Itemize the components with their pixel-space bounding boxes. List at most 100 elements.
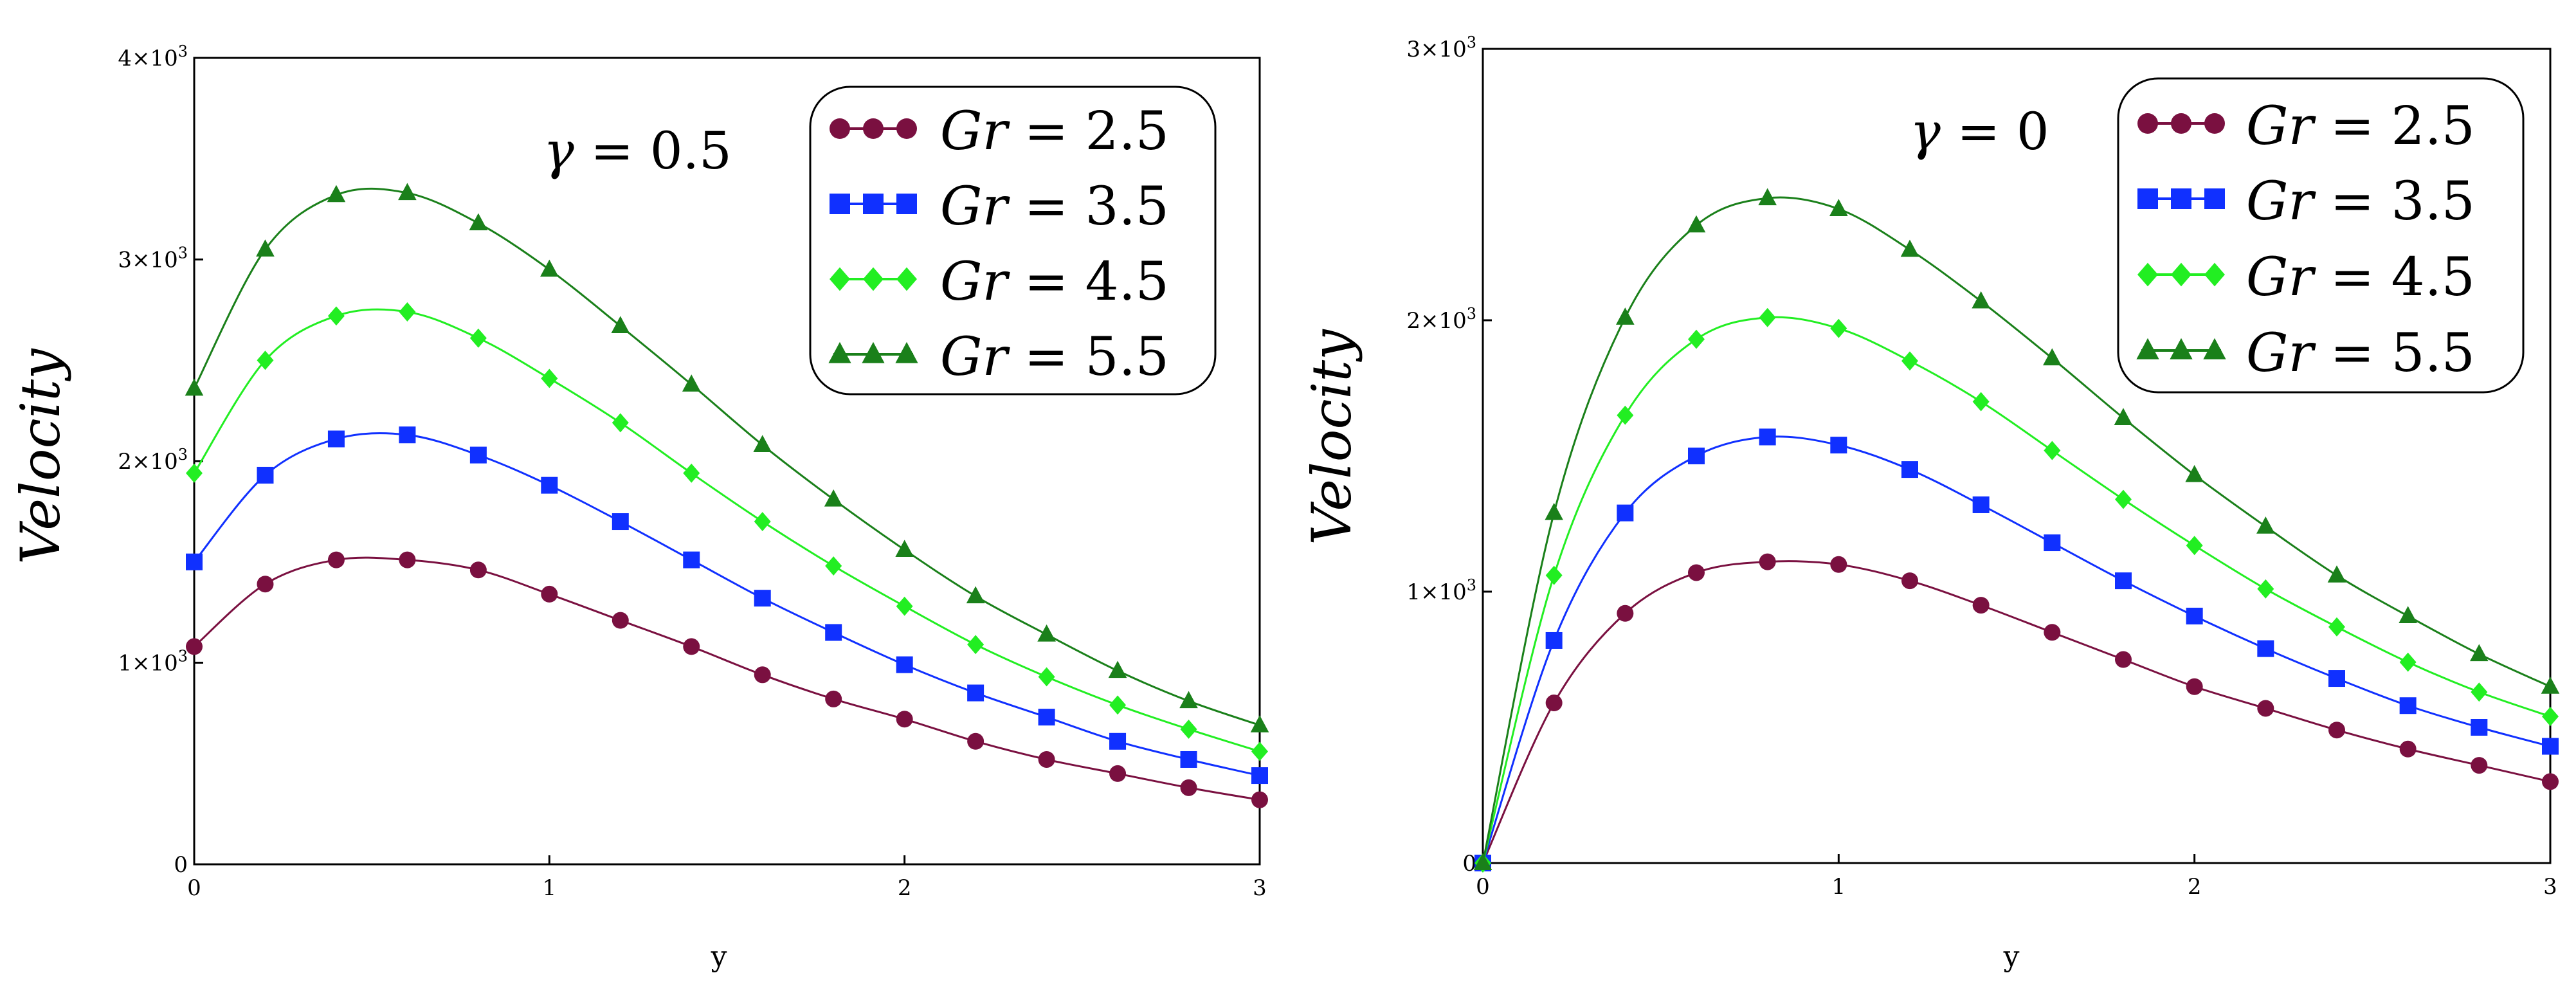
data-point [612, 513, 629, 531]
data-point [2044, 441, 2061, 460]
data-point [327, 185, 346, 203]
data-point [1545, 503, 1563, 520]
data-point [1109, 765, 1127, 782]
data-point [824, 489, 843, 507]
data-point [2470, 644, 2489, 662]
legend-marker [2171, 113, 2191, 134]
y-axis-label: Velocity [1300, 329, 1363, 545]
x-tick-label: 0 [1476, 874, 1490, 900]
data-point [257, 350, 274, 370]
data-point [186, 553, 203, 570]
legend: Gr = 2.5 Gr = 3.5 Gr = 4.5 Gr = 5.5 [809, 86, 1217, 395]
legend-marker [830, 267, 850, 291]
data-point [1901, 572, 1918, 590]
legend-marker [2203, 338, 2226, 359]
data-point [186, 638, 203, 655]
legend-label: Gr = 2.5 [2246, 96, 2475, 157]
legend-marker [2171, 262, 2191, 287]
legend-marker [2204, 262, 2225, 287]
data-point [1830, 556, 1847, 573]
data-point [1473, 853, 1492, 871]
data-point [967, 732, 984, 750]
data-point [754, 590, 771, 607]
data-point [1545, 565, 1563, 585]
x-tick-label: 2 [2188, 874, 2202, 900]
data-point [1901, 351, 1918, 371]
legend-box [2117, 77, 2525, 394]
data-point [257, 576, 274, 593]
axis-ticks: 0 1 2 3 0 1×103 2×103 3×103 4×103 [118, 42, 1266, 901]
y-tick-label: 0 [174, 852, 188, 878]
data-point [1972, 291, 1990, 309]
data-point [541, 585, 558, 603]
legend: Gr = 2.5 Gr = 3.5 Gr = 4.5 Gr = 5.5 [2117, 77, 2525, 394]
data-point [1972, 597, 1990, 614]
data-point [1687, 215, 1706, 233]
data-point [2186, 678, 2203, 695]
data-point [1180, 720, 1197, 739]
legend-marker [2137, 113, 2158, 134]
data-point [753, 435, 772, 452]
data-point [399, 551, 416, 568]
data-point [896, 711, 913, 728]
data-point [2328, 722, 2345, 739]
series-line [1482, 196, 2551, 864]
data-point [2399, 606, 2417, 624]
legend-label: Gr = 3.5 [2246, 171, 2475, 232]
legend-marker [2136, 338, 2159, 359]
series-group [185, 183, 1269, 808]
data-point [1545, 695, 1563, 712]
data-point [1037, 624, 1056, 642]
data-point [2328, 617, 2345, 637]
data-point [967, 635, 984, 655]
data-point [2471, 757, 2488, 774]
data-point [683, 551, 700, 568]
x-axis-label: y [711, 940, 727, 973]
data-point [754, 666, 771, 684]
legend-box [809, 86, 1217, 395]
data-point [1250, 715, 1269, 732]
x-tick-label: 2 [898, 875, 912, 901]
data-point [2115, 572, 2132, 590]
data-point [1180, 779, 1197, 796]
y-tick-label: 0 [1462, 851, 1476, 877]
legend-marker [830, 118, 850, 139]
data-point [327, 430, 345, 448]
data-point [2114, 408, 2133, 425]
legend-marker [862, 341, 885, 363]
legend-marker [863, 118, 884, 139]
legend-label: Gr = 3.5 [940, 176, 1169, 237]
y-tick-label: 1×103 [1406, 576, 1476, 605]
data-point [1545, 632, 1563, 649]
x-tick-label: 1 [543, 875, 557, 901]
gamma-annotation: γ = 0.5 [543, 121, 732, 181]
data-point [682, 374, 701, 392]
data-point [1972, 496, 1990, 513]
x-axis-label: y [2003, 940, 2020, 973]
data-point [966, 586, 985, 604]
data-point [1758, 188, 1777, 206]
data-point [1109, 732, 1127, 750]
legend-label: Gr = 5.5 [2246, 323, 2475, 384]
data-point [469, 328, 487, 348]
data-point [611, 316, 630, 334]
data-point [1829, 199, 1848, 217]
data-point [540, 259, 559, 277]
data-point [1688, 448, 1705, 464]
data-point [612, 413, 629, 433]
data-point [2542, 738, 2559, 755]
data-point [2043, 348, 2062, 366]
data-point [825, 624, 842, 641]
data-point [2185, 464, 2204, 482]
data-point [1688, 564, 1705, 581]
data-point [896, 656, 913, 673]
data-point [469, 213, 488, 231]
data-point [2256, 516, 2275, 534]
data-point [1180, 750, 1197, 768]
data-point [1038, 750, 1055, 768]
gamma-annotation: γ = 0 [1910, 102, 2049, 161]
data-point [2542, 707, 2559, 727]
y-tick-label: 2×103 [1406, 305, 1476, 334]
y-tick-label: 1×103 [118, 648, 188, 677]
